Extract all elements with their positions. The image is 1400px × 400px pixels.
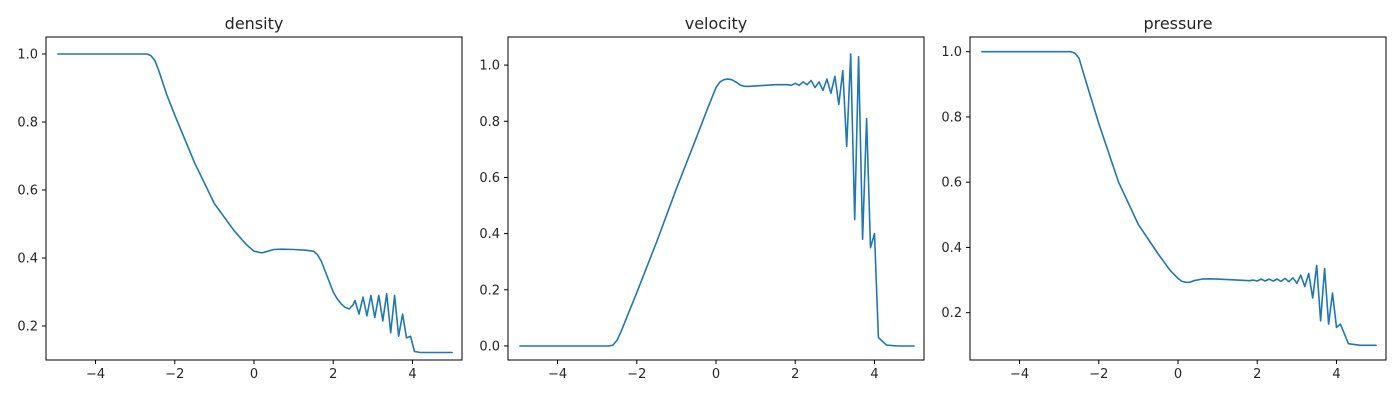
velocity-y-tick-label: 0.6 bbox=[479, 171, 500, 186]
pressure-y-tick-label: 0.4 bbox=[941, 241, 962, 256]
density-series-line bbox=[57, 53, 453, 354]
pressure-series-line bbox=[981, 50, 1377, 347]
velocity-y-tick-label: 0.8 bbox=[479, 115, 500, 130]
panel-density: density −4 −2 0 2 4 0.2 0.4 0.6 0.8 1.0 bbox=[17, 14, 463, 382]
velocity-x-tick-label: 4 bbox=[870, 367, 878, 382]
velocity-x-tick-label: −4 bbox=[548, 367, 567, 382]
velocity-y-tick-label: 1.0 bbox=[479, 59, 500, 74]
density-x-tick-label: −4 bbox=[86, 367, 105, 382]
panel-velocity-plot bbox=[519, 53, 915, 347]
panel-density-title: density bbox=[225, 14, 284, 33]
panel-pressure-frame bbox=[969, 36, 1387, 361]
density-x-tick-label: 2 bbox=[329, 367, 337, 382]
velocity-y-tick-label: 0.0 bbox=[479, 339, 500, 354]
panel-pressure-plot bbox=[981, 50, 1377, 347]
density-y-tick-label: 0.4 bbox=[17, 252, 38, 267]
pressure-x-tick-label: 4 bbox=[1332, 367, 1340, 382]
pressure-x-tick-label: 0 bbox=[1174, 367, 1182, 382]
density-x-tick-label: 0 bbox=[250, 367, 258, 382]
velocity-y-tick-label: 0.2 bbox=[479, 283, 500, 298]
density-y-tick-label: 0.6 bbox=[17, 184, 38, 199]
density-x-tick-label: 4 bbox=[408, 367, 416, 382]
panel-pressure: pressure −4 −2 0 2 4 0.2 0.4 0.6 0.8 1.0 bbox=[941, 14, 1387, 382]
pressure-x-tick-label: 2 bbox=[1253, 367, 1261, 382]
density-y-tick-label: 0.8 bbox=[17, 116, 38, 131]
pressure-y-tick-label: 1.0 bbox=[941, 45, 962, 60]
velocity-series-line bbox=[519, 53, 915, 347]
pressure-y-tick-label: 0.6 bbox=[941, 176, 962, 191]
pressure-x-tick-label: −2 bbox=[1089, 367, 1108, 382]
panel-velocity: velocity −4 −2 0 2 4 0.0 0.2 0.4 0.6 0.8 1.0 bbox=[479, 14, 925, 382]
density-y-tick-label: 1.0 bbox=[17, 48, 38, 63]
panel-density-frame bbox=[45, 36, 463, 361]
density-y-tick-label: 0.2 bbox=[17, 320, 38, 335]
pressure-x-tick-label: −4 bbox=[1010, 367, 1029, 382]
density-x-tick-label: −2 bbox=[165, 367, 184, 382]
panel-density-plot bbox=[57, 53, 453, 354]
panel-velocity-title: velocity bbox=[685, 14, 748, 33]
pressure-y-tick-label: 0.8 bbox=[941, 110, 962, 125]
velocity-x-tick-label: −2 bbox=[627, 367, 646, 382]
velocity-y-tick-label: 0.4 bbox=[479, 227, 500, 242]
velocity-x-tick-label: 2 bbox=[791, 367, 799, 382]
panel-pressure-title: pressure bbox=[1143, 14, 1212, 33]
pressure-y-tick-label: 0.2 bbox=[941, 306, 962, 321]
velocity-x-tick-label: 0 bbox=[712, 367, 720, 382]
